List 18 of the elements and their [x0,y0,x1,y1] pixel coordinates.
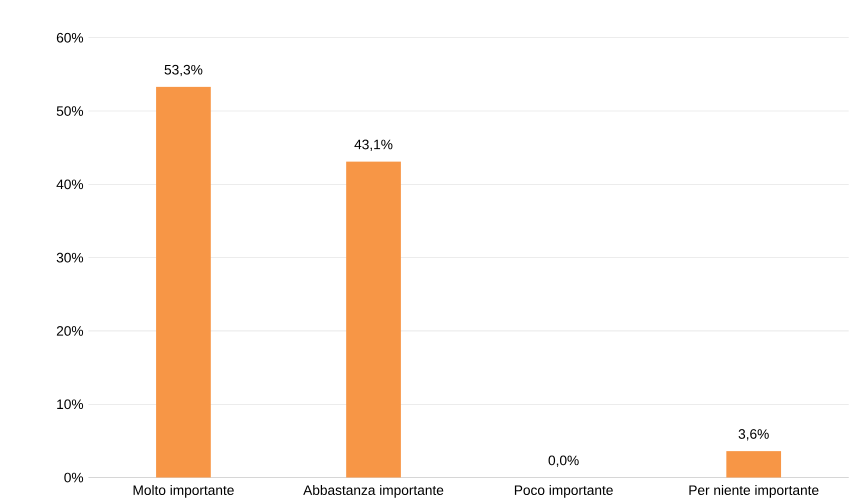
x-tick-label: Molto importante [134,484,234,498]
data-label: 53,3% [164,64,202,76]
y-tick-label: 60% [56,32,84,42]
y-tick-label: 30% [56,252,84,262]
y-tick-label: 10% [57,399,84,409]
y-tick-label: 50% [56,106,84,116]
data-label: 43,1% [354,140,392,151]
y-tick-label: 20% [56,326,84,336]
y-tick-label: 0% [64,472,84,482]
data-label: 0,0% [548,455,579,467]
x-tick-label: Abbastanza importante [303,484,444,498]
bar [726,451,782,478]
x-tick-label: Poco importante [514,484,613,498]
bar [156,86,211,478]
bar [346,161,401,478]
x-tick-label: Per niente importante [689,484,818,498]
data-label: 3,6% [738,429,769,440]
y-tick-label: 40% [56,179,84,190]
